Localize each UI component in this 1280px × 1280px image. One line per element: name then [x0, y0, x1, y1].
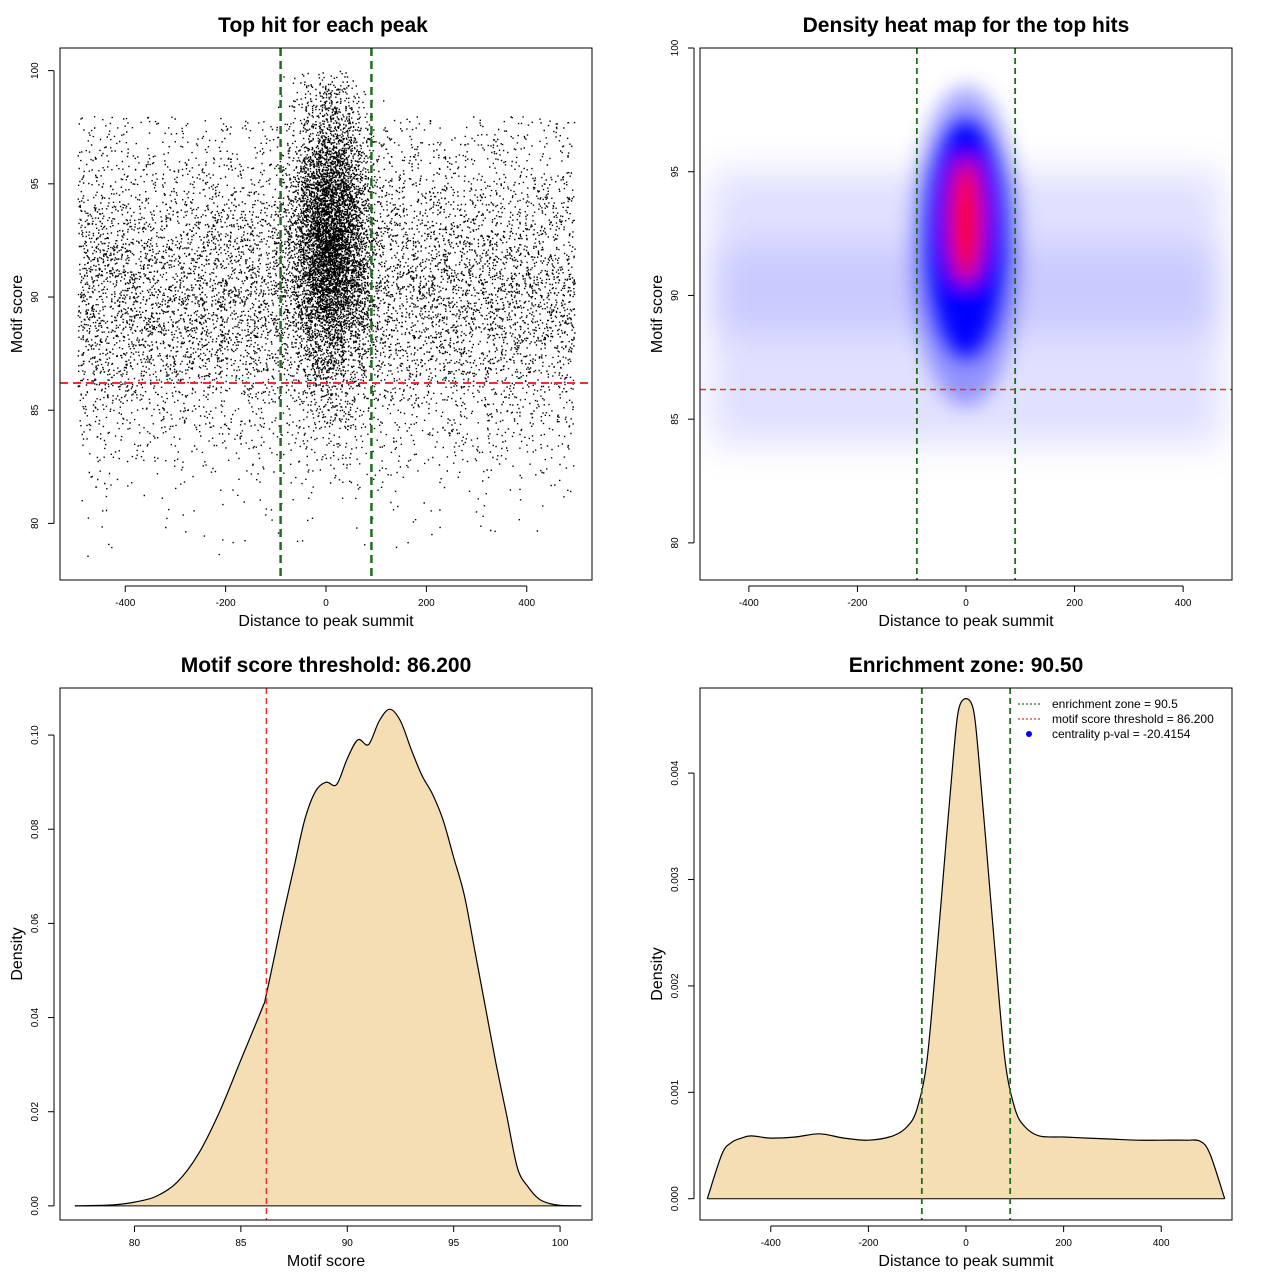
y-tick-label: 90: [30, 291, 41, 303]
y-tick-label: 85: [670, 413, 681, 425]
reference-lines: [920, 688, 1012, 1220]
y-tick-label: 0.08: [30, 819, 41, 839]
density-area: [706, 697, 1226, 1200]
x-tick-label: 200: [1066, 598, 1083, 609]
chart-title: Density heat map for the top hits: [803, 14, 1130, 37]
x-tick-label: 400: [1153, 1238, 1170, 1249]
x-tick-label: 200: [1055, 1238, 1072, 1249]
score-density-panel: Motif score threshold: 86.200 80 85 90 95 10…: [9, 654, 593, 1270]
x-tick-label: 400: [1175, 598, 1192, 609]
x-tick-label: 0: [963, 1238, 969, 1249]
y-axis-ticks: 80 85 90 95 100: [670, 39, 695, 549]
distance-density-panel: Enrichment zone: 90.50 -400 -200 0 200 400 0…: [649, 654, 1233, 1270]
y-tick-label: 0.004: [670, 760, 681, 785]
legend-label-centrality: centrality p-val = -20.4154: [1052, 727, 1191, 741]
y-axis-label: Motif score: [649, 275, 666, 353]
y-tick-label: 85: [30, 404, 41, 416]
y-tick-label: 80: [670, 537, 681, 549]
y-tick-label: 95: [30, 178, 41, 190]
density-fill: [707, 698, 1225, 1199]
y-axis-label: Density: [9, 927, 26, 980]
legend-label-enrichment-zone: enrichment zone = 90.5: [1052, 697, 1178, 711]
y-tick-label: 0.00: [30, 1196, 41, 1216]
x-tick-label: 100: [552, 1238, 569, 1249]
y-tick-label: 0.10: [30, 725, 41, 745]
x-axis-label: Distance to peak summit: [878, 613, 1054, 630]
plot-frame: [699, 47, 1233, 581]
y-tick-label: 0.003: [670, 867, 681, 892]
x-tick-label: -200: [847, 598, 867, 609]
x-tick-label: -400: [739, 598, 759, 609]
y-axis-label: Density: [649, 947, 666, 1000]
density-fill: [74, 709, 582, 1206]
y-tick-label: 0.001: [670, 1079, 681, 1104]
x-tick-label: 400: [518, 598, 535, 609]
y-tick-label: 80: [30, 517, 41, 529]
density-heatmap: [700, 48, 1232, 580]
x-tick-label: 90: [342, 1238, 354, 1249]
y-tick-label: 95: [670, 166, 681, 178]
y-tick-label: 100: [670, 39, 681, 56]
chart-title: Motif score threshold: 86.200: [181, 654, 472, 677]
reference-lines: [60, 48, 592, 580]
scatter-point-cloud: [77, 70, 576, 558]
y-tick-label: 100: [30, 62, 41, 79]
scatter-panel: Top hit for each peak -400 -200 0 200 400 80…: [9, 14, 593, 630]
legend: enrichment zone = 90.5 motif score thres…: [1018, 697, 1214, 741]
density-curve: [74, 708, 582, 1207]
density-area: [74, 708, 582, 1207]
chart-title: Enrichment zone: 90.50: [849, 654, 1084, 677]
heatmap-red-core: [950, 159, 982, 284]
x-axis-ticks: -400 -200 0 200 400: [739, 585, 1192, 609]
density-curve: [706, 697, 1226, 1199]
y-tick-label: 0.06: [30, 913, 41, 933]
x-tick-label: 80: [129, 1238, 141, 1249]
x-tick-label: 0: [963, 598, 969, 609]
y-tick-label: 0.000: [670, 1186, 681, 1211]
legend-label-threshold: motif score threshold = 86.200: [1052, 712, 1214, 726]
chart-title: Top hit for each peak: [218, 14, 428, 37]
y-tick-label: 0.04: [30, 1007, 41, 1027]
x-tick-label: 0: [323, 598, 329, 609]
plot-frame: [699, 687, 1233, 1221]
x-tick-label: -200: [216, 598, 236, 609]
x-axis-label: Distance to peak summit: [238, 613, 414, 630]
x-tick-label: 95: [448, 1238, 460, 1249]
heatmap-panel: Density heat map for the top hits -400 -2…: [649, 14, 1233, 630]
y-axis-ticks: 0.00 0.02 0.04 0.06 0.08 0.10: [30, 725, 55, 1216]
x-axis-ticks: 80 85 90 95 100: [129, 1225, 569, 1249]
y-tick-label: 0.02: [30, 1102, 41, 1122]
x-tick-label: 85: [235, 1238, 247, 1249]
plot-frame: [59, 687, 593, 1221]
x-axis-label: Motif score: [287, 1253, 365, 1270]
x-tick-label: -400: [761, 1238, 781, 1249]
plot-frame: [59, 47, 593, 581]
scatter-points: [77, 70, 576, 558]
y-axis-ticks: 80 85 90 95 100: [30, 62, 55, 529]
x-axis-ticks: -400 -200 0 200 400: [761, 1225, 1170, 1249]
heatmap-core: [911, 85, 1021, 406]
x-tick-label: -200: [858, 1238, 878, 1249]
x-tick-label: -400: [115, 598, 135, 609]
y-axis-ticks: 0.000 0.001 0.002 0.003 0.004: [670, 760, 695, 1211]
legend-swatch-centrality: [1026, 731, 1032, 737]
x-axis-label: Distance to peak summit: [878, 1253, 1054, 1270]
y-tick-label: 90: [670, 289, 681, 301]
x-tick-label: 200: [418, 598, 435, 609]
reference-lines: [700, 48, 1232, 580]
y-tick-label: 0.002: [670, 973, 681, 998]
y-axis-label: Motif score: [9, 275, 26, 353]
x-axis-ticks: -400 -200 0 200 400: [115, 585, 536, 609]
